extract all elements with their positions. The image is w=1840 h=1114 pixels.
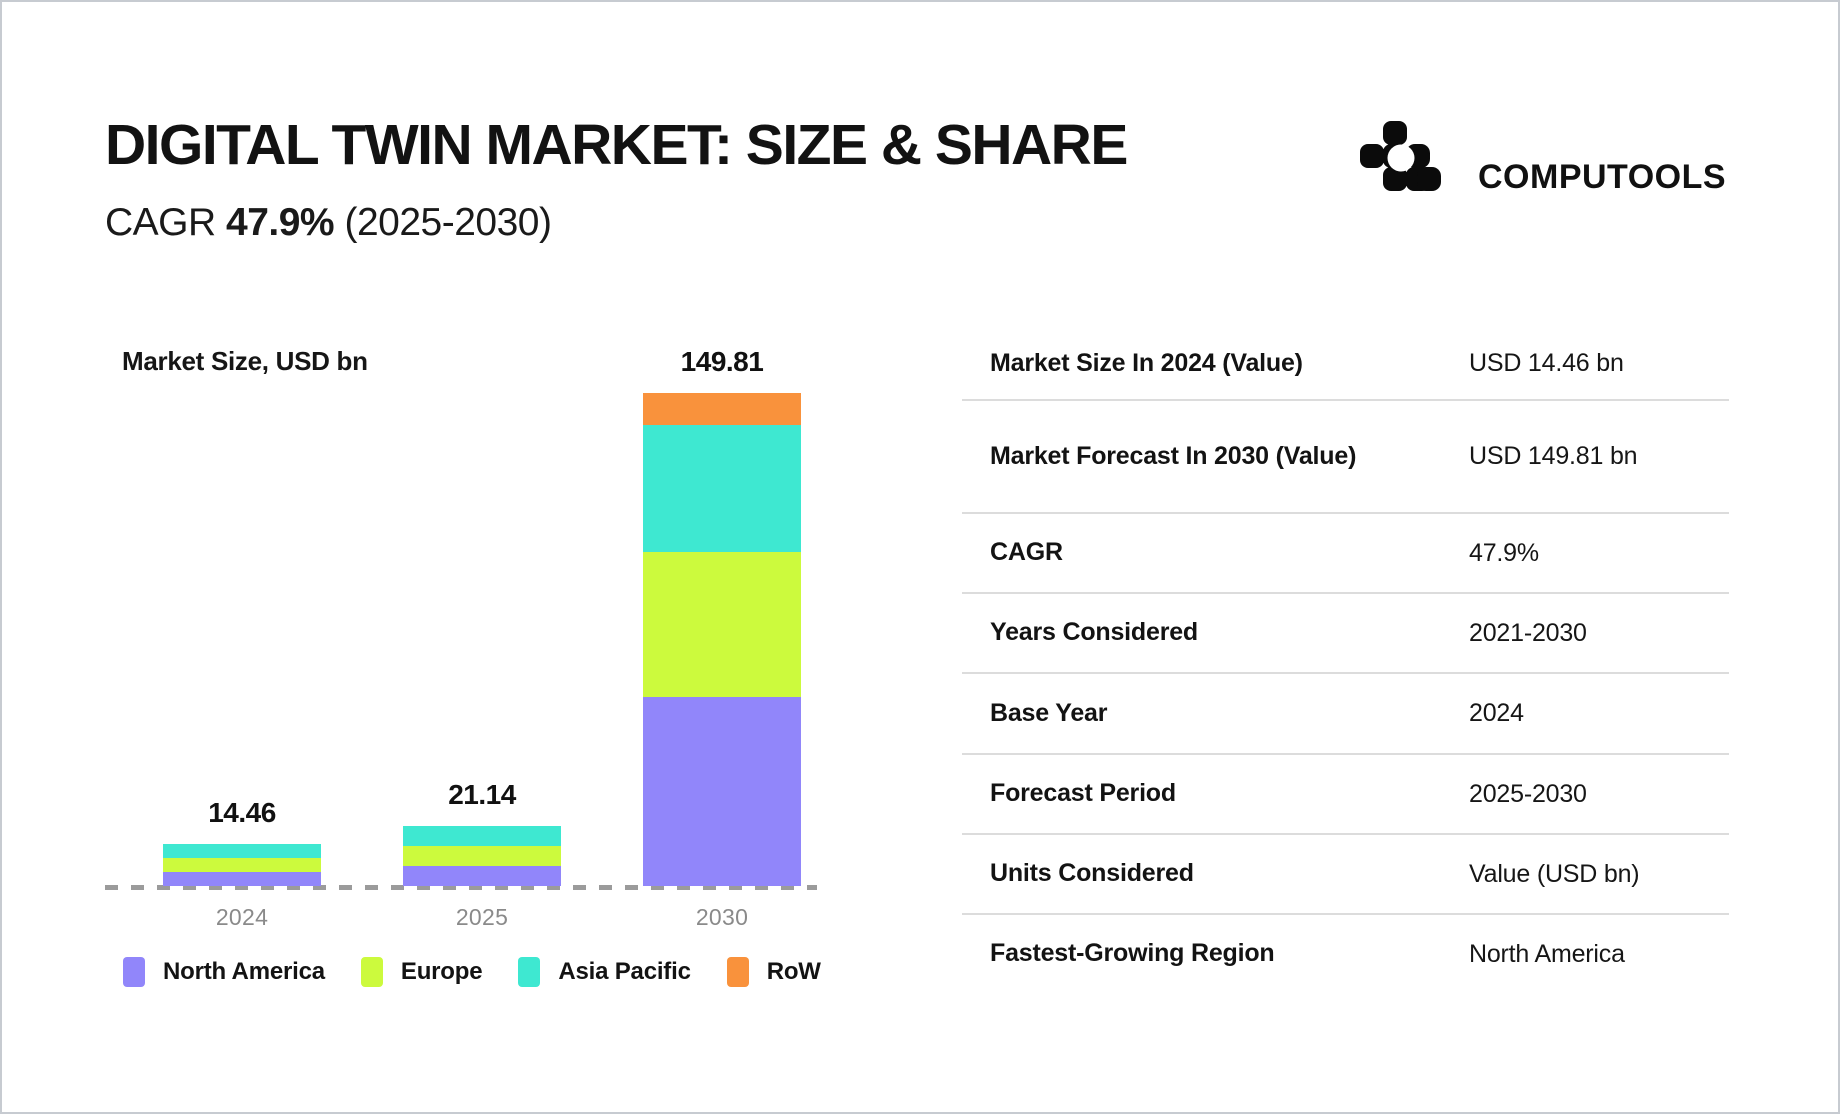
table-row: Market Size In 2024 (Value) USD 14.46 bn <box>962 328 1729 401</box>
legend-label: Europe <box>400 958 483 985</box>
cagr-value: 47.9% <box>226 200 335 244</box>
legend-item-europe: Europe <box>360 957 483 987</box>
legend-label: RoW <box>766 958 821 985</box>
row-label: Forecast Period <box>990 779 1176 808</box>
bar-segment-2025-asia-pacific <box>403 826 561 846</box>
legend-item-row: RoW <box>726 957 821 987</box>
row-value: North America <box>1469 939 1625 968</box>
logo-text: COMPUTOOLS <box>1478 158 1727 196</box>
bar-plot: 14.46 21.14 149.81 <box>105 342 817 890</box>
bar-segment-2024-asia-pacific <box>163 844 321 858</box>
legend-label: North America <box>163 958 325 985</box>
legend-label: Asia Pacific <box>558 958 691 985</box>
row-value: 2021-2030 <box>1469 618 1587 647</box>
chart-legend: North America Europe Asia Pacific RoW <box>123 957 821 987</box>
row-value: USD 149.81 bn <box>1469 442 1638 470</box>
bar-total-label: 14.46 <box>208 797 276 828</box>
bar-segment-2030-europe <box>643 552 801 697</box>
bar-segment-2030-north-america <box>643 697 801 886</box>
legend-item-asia-pacific: Asia Pacific <box>518 957 691 987</box>
table-row: Units Considered Value (USD bn) <box>962 835 1729 915</box>
chart-axis-title: Market Size, USD bn <box>122 346 368 376</box>
bar-segment-2025-north-america <box>403 866 561 886</box>
table-row: CAGR 47.9% <box>962 514 1729 594</box>
row-value: 2025-2030 <box>1469 779 1587 808</box>
bar-2025 <box>403 826 561 886</box>
bar-segment-2024-europe <box>163 858 321 872</box>
table-row: Base Year 2024 <box>962 674 1729 755</box>
row-value: 47.9% <box>1469 538 1539 567</box>
bar-segment-2025-europe <box>403 846 561 866</box>
bar-2024 <box>163 844 321 886</box>
bar-2030 <box>643 393 801 886</box>
legend-item-north-america: North America <box>123 957 325 987</box>
row-label: Market Size In 2024 (Value) <box>990 348 1303 377</box>
x-axis-label: 2025 <box>455 904 509 930</box>
logo: COMPUTOOLS <box>1360 120 1727 196</box>
row-label: Base Year <box>990 698 1108 727</box>
cagr-label: CAGR <box>105 200 216 244</box>
page-title: DIGITAL TWIN MARKET: SIZE & SHARE <box>105 113 1128 177</box>
table-row: Fastest-Growing Region North America <box>962 915 1729 993</box>
x-axis-baseline <box>105 885 817 890</box>
market-size-chart: Market Size, USD bn 14.46 21.14 149.81 Nor… <box>105 342 821 1042</box>
table-row: Years Considered 2021-2030 <box>962 594 1729 674</box>
row-label: Market Forecast In 2030 (Value) <box>990 441 1357 470</box>
legend-swatch <box>726 957 749 987</box>
x-axis-label: 2030 <box>695 904 749 930</box>
row-label: Fastest-Growing Region <box>990 939 1275 968</box>
table-row: Forecast Period 2025-2030 <box>962 755 1729 835</box>
bar-total-label: 21.14 <box>448 779 516 810</box>
row-value: 2024 <box>1469 699 1524 727</box>
cagr-subtitle: CAGR 47.9% (2025-2030) <box>105 201 1127 245</box>
table-row: Market Forecast In 2030 (Value) USD 149.… <box>962 401 1729 514</box>
computools-logo-icon <box>1360 121 1441 191</box>
row-label: Units Considered <box>990 859 1194 888</box>
info-table: Market Size In 2024 (Value) USD 14.46 bn… <box>962 328 1729 993</box>
x-axis-label: 2024 <box>215 904 269 930</box>
legend-swatch <box>360 957 383 987</box>
bar-segment-2030-row <box>643 393 801 425</box>
row-label: Years Considered <box>990 618 1199 647</box>
bar-segment-2030-asia-pacific <box>643 425 801 552</box>
cagr-period: (2025-2030) <box>344 200 552 244</box>
legend-swatch <box>123 957 145 987</box>
bar-segment-2024-north-america <box>163 872 321 886</box>
bar-total-label: 149.81 <box>680 346 764 377</box>
row-label: CAGR <box>990 538 1063 567</box>
legend-swatch <box>518 957 541 987</box>
row-value: USD 14.46 bn <box>1469 349 1624 377</box>
row-value: Value (USD bn) <box>1469 859 1640 888</box>
header: DIGITAL TWIN MARKET: SIZE & SHARE CAGR 4… <box>105 113 1128 245</box>
